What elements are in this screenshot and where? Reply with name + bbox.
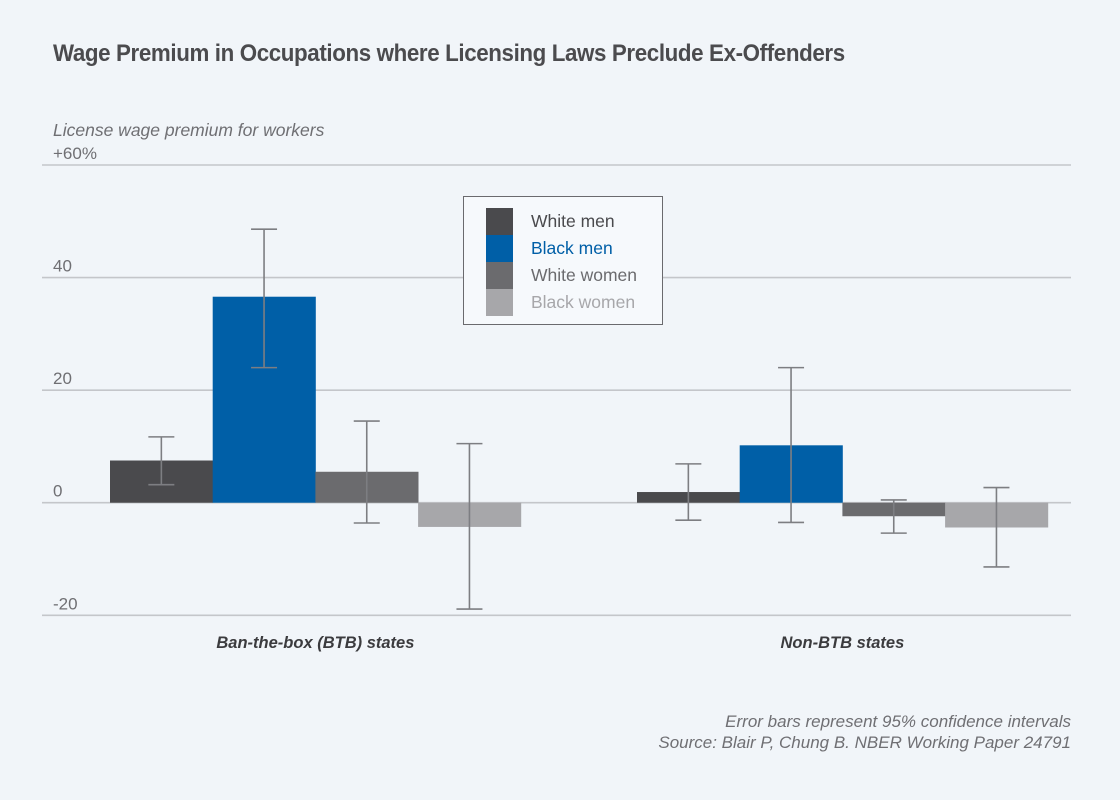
error-bar-white-men-ban-the-box-btb-states	[148, 436, 175, 486]
category-label-ban-the-box-btb-states: Ban-the-box (BTB) states	[216, 634, 414, 652]
chart-notes: Error bars represent 95% confidence inte…	[658, 711, 1071, 753]
legend-label-white-men: White men	[531, 211, 615, 231]
y-tick-label: 0	[53, 482, 62, 501]
y-tick-label: 40	[53, 257, 72, 276]
error-bar-note: Error bars represent 95% confidence inte…	[725, 712, 1071, 731]
legend-label-black-men: Black men	[531, 238, 613, 258]
error-bar-white-men-non-btb-states	[675, 463, 702, 521]
error-bar-white-women-ban-the-box-btb-states	[353, 420, 380, 524]
category-labels: Ban-the-box (BTB) states Non-BTB states	[216, 634, 904, 652]
category-label-non-btb-states: Non-BTB states	[781, 634, 905, 652]
legend-item-white-men: White men	[486, 208, 615, 235]
legend-swatch-white-men	[486, 208, 513, 235]
error-bar-black-women-ban-the-box-btb-states	[456, 442, 483, 610]
y-tick-label: +60%	[53, 144, 97, 163]
bars	[110, 296, 1049, 528]
legend-item-black-women: Black women	[486, 289, 635, 316]
y-tick-label: 20	[53, 369, 72, 388]
error-bars	[148, 228, 1010, 610]
legend-label-black-women: Black women	[531, 292, 636, 312]
legend-swatch-white-women	[486, 262, 513, 289]
error-bar-black-men-non-btb-states	[778, 366, 805, 524]
error-bar-black-women-non-btb-states	[983, 486, 1010, 568]
legend-item-white-women: White women	[486, 262, 637, 289]
error-bar-black-men-ban-the-box-btb-states	[251, 228, 278, 369]
legend-item-black-men: Black men	[486, 235, 613, 262]
legend-label-white-women: White women	[531, 265, 638, 285]
y-axis-label: License wage premium for workers	[53, 120, 325, 140]
legend-swatch-black-women	[486, 289, 513, 316]
source-note: Source: Blair P, Chung B. NBER Working P…	[658, 733, 1071, 752]
legend: White men Black men White women Black wo…	[463, 196, 663, 325]
y-tick-label: -20	[53, 594, 78, 613]
chart-title: Wage Premium in Occupations where Licens…	[53, 40, 845, 67]
error-bar-white-women-non-btb-states	[880, 499, 907, 534]
legend-swatch-black-men	[486, 235, 513, 262]
y-tick-labels: +60% 40 20 0 -20	[53, 144, 97, 613]
